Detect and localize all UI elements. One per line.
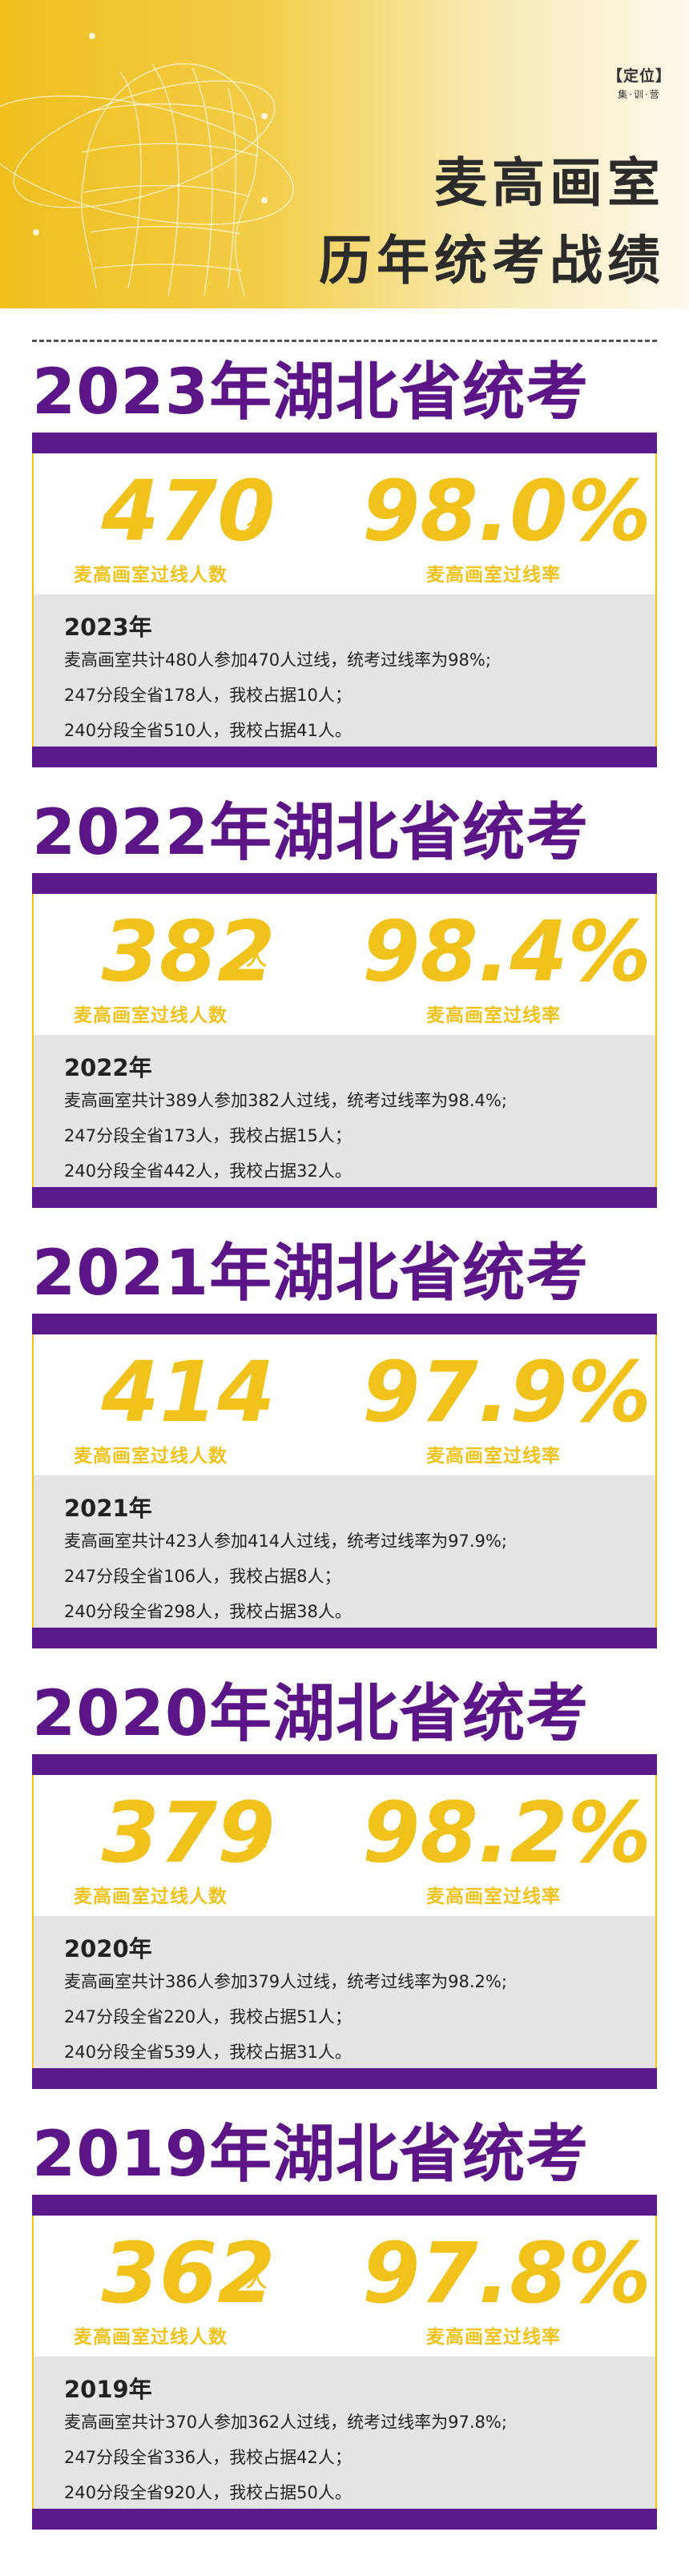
details-panel: 2019年 麦高画室共计370人参加362人过线，统考过线率为97.8%; 24… bbox=[34, 2357, 655, 2509]
section-bar-top bbox=[32, 1314, 657, 1334]
details-line: 247分段全省336人，我校占据42人； bbox=[64, 2448, 352, 2467]
section-bar-top bbox=[32, 1754, 657, 1775]
pass-count-value: 414 bbox=[101, 1343, 276, 1441]
pass-count-label: 麦高画室过线人数 bbox=[74, 1005, 228, 1026]
header-banner: 【定位】 集·训·营 麦高画室 历年统考战绩 bbox=[0, 0, 689, 308]
stats-card: 382 人 98.4% 麦高画室过线人数 麦高画室过线率 2022年 麦高画室共… bbox=[32, 894, 657, 1187]
pass-rate-stat: 98.2% bbox=[362, 1784, 651, 1882]
pass-rate-value: 98.2% bbox=[362, 1784, 651, 1882]
details-line: 240分段全省510人，我校占据41人。 bbox=[64, 721, 352, 740]
details-year: 2019年 bbox=[64, 2376, 152, 2403]
section-title: 2019年湖北省统考 bbox=[32, 2119, 590, 2191]
details-line: 247分段全省220人，我校占据51人； bbox=[64, 2007, 352, 2027]
pass-count-unit: 人 bbox=[246, 506, 268, 530]
section-title: 2023年湖北省统考 bbox=[32, 356, 590, 429]
pass-count-value: 382 bbox=[101, 903, 276, 1000]
section-title: 2021年湖北省统考 bbox=[32, 1238, 590, 1310]
section-bar-bottom bbox=[32, 2509, 657, 2530]
details-year: 2022年 bbox=[64, 1054, 152, 1081]
details-line: 240分段全省920人，我校占据50人。 bbox=[64, 2483, 352, 2502]
pass-count-unit: 人 bbox=[246, 2268, 268, 2292]
pass-rate-label: 麦高画室过线率 bbox=[426, 565, 561, 586]
section-bar-bottom bbox=[32, 1628, 657, 1648]
details-line: 247分段全省173人，我校占据15人； bbox=[64, 1126, 352, 1145]
stats-card: 379 人 98.2% 麦高画室过线人数 麦高画室过线率 2020年 麦高画室共… bbox=[32, 1775, 657, 2068]
pass-count-label: 麦高画室过线人数 bbox=[74, 1886, 228, 1907]
details-year: 2021年 bbox=[64, 1495, 152, 1522]
details-line: 240分段全省539人，我校占据31人。 bbox=[64, 2043, 352, 2062]
pass-rate-value: 98.0% bbox=[362, 462, 651, 560]
section-title: 2022年湖北省统考 bbox=[32, 797, 590, 869]
details-panel: 2020年 麦高画室共计386人参加379人过线，统考过线率为98.2%; 24… bbox=[34, 1916, 655, 2068]
tag-label: 【定位】 bbox=[606, 67, 671, 85]
details-line: 麦高画室共计389人参加382人过线，统考过线率为98.4%; bbox=[64, 1091, 507, 1110]
details-panel: 2023年 麦高画室共计480人参加470人过线，统考过线率为98%; 247分… bbox=[34, 594, 655, 747]
year-section: 2023年湖北省统考 470 人 98.0% 麦高画室过线人数 麦高画室过线率 … bbox=[0, 352, 689, 777]
page-subtitle: 历年统考战绩 bbox=[319, 230, 665, 292]
year-section: 2020年湖北省统考 379 人 98.2% 麦高画室过线人数 麦高画室过线率 … bbox=[0, 1674, 689, 2099]
details-line: 麦高画室共计423人参加414人过线，统考过线率为97.9%; bbox=[64, 1532, 507, 1551]
pass-rate-stat: 98.0% bbox=[362, 462, 651, 560]
details-year: 2023年 bbox=[64, 614, 152, 641]
pass-count-stat: 414 bbox=[56, 1344, 320, 1440]
pass-count-label: 麦高画室过线人数 bbox=[74, 565, 228, 586]
section-title: 2020年湖北省统考 bbox=[32, 1678, 590, 1750]
stats-card: 470 人 98.0% 麦高画室过线人数 麦高画室过线率 2023年 麦高画室共… bbox=[32, 453, 657, 747]
year-section: 2022年湖北省统考 382 人 98.4% 麦高画室过线人数 麦高画室过线率 … bbox=[0, 793, 689, 1218]
pass-count-label: 麦高画室过线人数 bbox=[74, 2327, 228, 2348]
section-bar-top bbox=[32, 433, 657, 453]
pass-count-value: 362 bbox=[101, 2224, 276, 2322]
pass-count-value: 379 bbox=[101, 1784, 276, 1882]
section-bar-bottom bbox=[32, 747, 657, 767]
pass-rate-stat: 97.9% bbox=[362, 1343, 651, 1441]
pass-count-stat: 362 bbox=[56, 2225, 320, 2321]
pass-rate-label: 麦高画室过线率 bbox=[426, 1446, 561, 1467]
pass-count-stat: 379 bbox=[56, 1785, 320, 1881]
details-line: 麦高画室共计480人参加470人过线，统考过线率为98%; bbox=[64, 650, 491, 670]
pass-rate-stat: 97.8% bbox=[362, 2224, 651, 2322]
dashed-divider bbox=[32, 340, 657, 342]
pass-count-value: 470 bbox=[101, 462, 276, 560]
pass-rate-value: 98.4% bbox=[362, 903, 651, 1000]
pass-rate-label: 麦高画室过线率 bbox=[426, 1005, 561, 1026]
pass-count-unit: 人 bbox=[246, 1387, 268, 1411]
details-line: 240分段全省298人，我校占据38人。 bbox=[64, 1602, 352, 1621]
pass-count-unit: 人 bbox=[246, 947, 268, 971]
tag-sublabel: 集·训·营 bbox=[618, 89, 661, 100]
pass-rate-stat: 98.4% bbox=[362, 903, 651, 1000]
pass-count-stat: 382 bbox=[56, 904, 320, 1000]
details-line: 247分段全省178人，我校占据10人； bbox=[64, 686, 352, 705]
pass-rate-value: 97.8% bbox=[362, 2224, 651, 2322]
details-line: 240分段全省442人，我校占据32人。 bbox=[64, 1161, 352, 1181]
pass-rate-label: 麦高画室过线率 bbox=[426, 2327, 561, 2348]
wireframe-head-graphic bbox=[0, 33, 294, 297]
stats-card: 414 人 97.9% 麦高画室过线人数 麦高画室过线率 2021年 麦高画室共… bbox=[32, 1334, 657, 1628]
pass-count-label: 麦高画室过线人数 bbox=[74, 1446, 228, 1467]
details-year: 2020年 bbox=[64, 1935, 152, 1962]
section-bar-bottom bbox=[32, 2068, 657, 2089]
pass-rate-value: 97.9% bbox=[362, 1343, 651, 1441]
details-line: 麦高画室共计370人参加362人过线，统考过线率为97.8%; bbox=[64, 2413, 507, 2432]
pass-count-unit: 人 bbox=[246, 1828, 268, 1852]
year-section: 2021年湖北省统考 414 人 97.9% 麦高画室过线人数 麦高画室过线率 … bbox=[0, 1234, 689, 1658]
details-line: 麦高画室共计386人参加379人过线，统考过线率为98.2%; bbox=[64, 1972, 507, 1991]
page-title: 麦高画室 bbox=[434, 152, 665, 214]
pass-rate-label: 麦高画室过线率 bbox=[426, 1886, 561, 1907]
section-bar-bottom bbox=[32, 1187, 657, 1208]
details-panel: 2021年 麦高画室共计423人参加414人过线，统考过线率为97.9%; 24… bbox=[34, 1475, 655, 1628]
positioning-tag: 【定位】 集·训·营 bbox=[607, 64, 671, 101]
details-panel: 2022年 麦高画室共计389人参加382人过线，统考过线率为98.4%; 24… bbox=[34, 1035, 655, 1187]
year-section: 2019年湖北省统考 362 人 97.8% 麦高画室过线人数 麦高画室过线率 … bbox=[0, 2115, 689, 2539]
section-bar-top bbox=[32, 2195, 657, 2216]
stats-card: 362 人 97.8% 麦高画室过线人数 麦高画室过线率 2019年 麦高画室共… bbox=[32, 2216, 657, 2509]
pass-count-stat: 470 bbox=[56, 463, 320, 559]
details-line: 247分段全省106人，我校占据8人； bbox=[64, 1567, 341, 1586]
section-bar-top bbox=[32, 873, 657, 894]
